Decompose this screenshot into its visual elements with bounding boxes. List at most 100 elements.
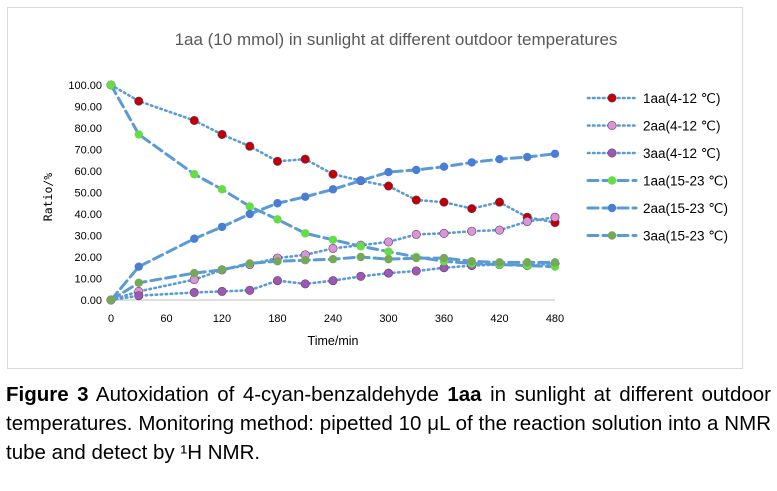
legend-label: 2aa(4-12 ℃): [643, 119, 720, 134]
data-point: [467, 158, 476, 167]
data-point: [273, 199, 282, 208]
data-point: [356, 271, 366, 281]
data-point: [301, 256, 310, 265]
legend-label: 3aa(4-12 ℃): [643, 146, 720, 161]
y-tick-label: 20.00: [74, 252, 102, 264]
series-line: [109, 215, 557, 302]
data-point: [356, 242, 365, 251]
caption-figure-label: Figure 3: [6, 383, 89, 406]
data-point: [495, 258, 504, 267]
data-point: [217, 185, 227, 194]
data-point: [134, 278, 143, 287]
series-line: [109, 152, 557, 302]
y-axis-label: Ratio/%: [41, 173, 55, 222]
data-point: [439, 197, 449, 207]
data-point: [217, 286, 227, 296]
data-point: [439, 162, 449, 171]
y-tick-label: 70.00: [74, 145, 102, 157]
data-point: [245, 259, 254, 268]
data-point: [467, 204, 477, 214]
y-tick-label: 10.00: [74, 274, 102, 286]
y-tick-label: 60.00: [74, 166, 102, 178]
series-line: [109, 83, 557, 269]
data-point: [467, 226, 477, 236]
data-point: [467, 257, 476, 266]
data-point: [106, 295, 116, 305]
legend-label: 2aa(15-23 ℃): [643, 201, 728, 216]
data-point: [523, 258, 532, 267]
data-point: [494, 197, 504, 207]
data-point: [273, 257, 282, 266]
data-point: [411, 195, 421, 205]
data-point: [383, 268, 393, 278]
data-point: [272, 156, 282, 166]
data-point: [412, 165, 421, 175]
caption-text-before: Autoxidation of 4-cyan-benzaldehyde: [88, 383, 448, 406]
y-tick-label: 100.00: [68, 80, 102, 92]
series-line: [109, 262, 557, 302]
legend-marker: [607, 203, 617, 213]
data-point: [217, 222, 227, 232]
y-tick-label: 40.00: [74, 209, 102, 221]
x-tick-label: 180: [268, 313, 286, 325]
data-point: [245, 141, 255, 151]
legend-label: 1aa(4-12 ℃): [643, 91, 720, 106]
figure-caption: Figure 3 Autoxidation of 4-cyan-benzalde…: [6, 380, 771, 467]
data-point: [522, 217, 532, 227]
data-point: [384, 254, 393, 264]
x-tick-label: 240: [324, 313, 342, 325]
data-point: [245, 285, 255, 295]
x-tick-label: 300: [379, 313, 397, 325]
legend-marker: [607, 231, 617, 240]
legend-entry: 3aa(4-12 ℃): [586, 146, 720, 161]
data-point: [328, 169, 338, 179]
series-1: [106, 80, 560, 228]
x-axis-label: Time/min: [308, 334, 359, 348]
caption-text-after: in sunlight at different outdoor tempera…: [6, 383, 771, 464]
y-tick-label: 0.00: [81, 295, 102, 307]
legend-entry: 2aa(4-12 ℃): [586, 119, 720, 134]
data-point: [495, 154, 504, 164]
data-point: [300, 279, 310, 289]
data-point: [190, 268, 199, 278]
data-point: [439, 228, 449, 238]
data-point: [412, 253, 421, 263]
data-point: [300, 154, 310, 164]
series-line: [109, 83, 557, 224]
legend: 1aa(4-12 ℃) 2aa(4-12 ℃) 3aa(4-12 ℃) 1aa(15-…: [586, 91, 728, 244]
data-point: [356, 176, 365, 185]
data-point: [134, 96, 144, 106]
data-point: [328, 235, 338, 244]
data-point: [439, 253, 449, 263]
legend-entry: 1aa(4-12 ℃): [586, 91, 720, 106]
data-point: [134, 130, 143, 139]
series-6: [106, 252, 560, 305]
data-point: [550, 149, 560, 158]
y-tick-label: 50.00: [74, 188, 102, 200]
data-point: [189, 115, 199, 125]
data-point: [384, 167, 393, 177]
data-point: [383, 181, 393, 191]
legend-marker: [607, 93, 617, 103]
y-tick-label: 80.00: [74, 123, 102, 135]
legend-label: 1aa(15-23 ℃): [643, 174, 728, 189]
data-point: [328, 243, 338, 253]
data-point: [384, 247, 393, 256]
data-point: [134, 291, 144, 301]
data-point: [134, 262, 143, 271]
data-point: [383, 237, 393, 247]
legend-label: 3aa(15-23 ℃): [643, 229, 728, 244]
legend-marker: [607, 148, 617, 158]
data-point: [245, 209, 254, 219]
x-tick-label: 0: [108, 313, 114, 325]
data-point: [494, 225, 504, 235]
legend-entry: 2aa(15-23 ℃): [586, 201, 728, 216]
data-point: [189, 287, 199, 297]
chart-frame: 1aa (10 mmol) in sunlight at different o…: [7, 7, 743, 369]
data-point: [217, 129, 227, 139]
data-point: [301, 229, 310, 238]
legend-entry: 3aa(15-23 ℃): [586, 229, 728, 244]
legend-entry: 1aa(15-23 ℃): [586, 174, 728, 189]
data-point: [328, 185, 338, 194]
x-axis-ticks: 0 60 120 180 240 300 360 420 480: [108, 313, 564, 325]
